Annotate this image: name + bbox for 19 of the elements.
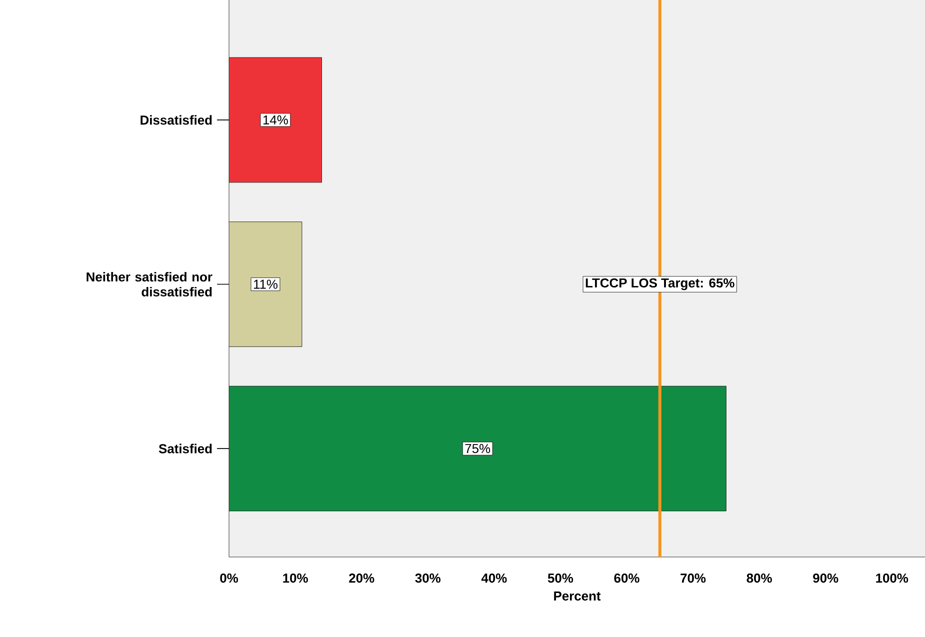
x-tick-label: 10% xyxy=(283,574,308,583)
x-tick-label: 40% xyxy=(481,574,507,583)
x-tick-label: 20% xyxy=(349,574,374,583)
ref-line-label: LTCCP LOS Target: 65% xyxy=(586,278,734,290)
x-tick-label: 30% xyxy=(415,574,440,583)
x-tick-label: 80% xyxy=(746,574,772,583)
data-label: 11% xyxy=(254,280,278,289)
x-axis-title: Percent xyxy=(554,592,601,601)
x-tick-label: 70% xyxy=(680,574,706,583)
x-tick-label: 100% xyxy=(876,574,908,583)
y-tick-label: Satisfied xyxy=(158,444,212,454)
x-tick-label: 0% xyxy=(220,574,238,583)
x-tick-label: 50% xyxy=(548,574,574,583)
x-tick-label: 60% xyxy=(614,574,640,583)
data-label: 75% xyxy=(465,444,490,454)
x-tick-label: 90% xyxy=(813,574,838,583)
y-tick-label: Dissatisfied xyxy=(140,115,212,125)
y-tick-label: Neither satisfied nor dissatisfied xyxy=(86,272,212,296)
data-label: 14% xyxy=(263,115,288,124)
